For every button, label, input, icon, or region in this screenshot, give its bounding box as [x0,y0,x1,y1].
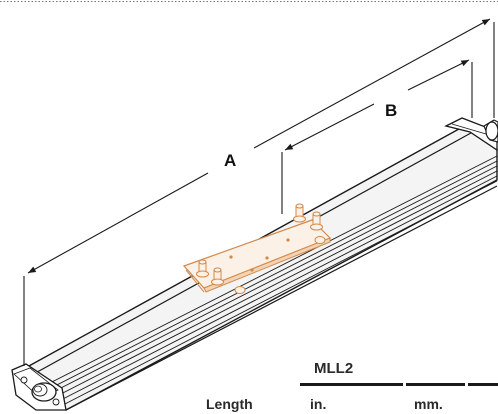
dimension-line [407,59,470,91]
cable-gland-icon [483,119,498,143]
mounting-stud-icon [211,267,224,286]
cable-gland-icon [31,382,57,402]
dimension-line [284,103,375,151]
housing-lower-edge [65,185,498,411]
dimension-a: A [23,18,495,366]
extrusion-fins [43,155,498,406]
dimension-b: B [281,59,473,214]
table-title: MLL2 [314,360,354,377]
table-col-mm: mm. [414,396,443,412]
dimension-line [253,18,491,149]
table-header-rule [300,383,498,386]
mounting-stud-icon [314,236,326,244]
mounting-stud-icon [196,259,209,278]
mounting-stud-icon [293,203,306,223]
dimension-b-label: B [385,101,397,120]
table-row-label: Length [206,396,253,412]
dimension-line [27,172,209,274]
dimension-a-label: A [224,151,236,170]
mounting-stud-icon [310,211,323,231]
mounting-stud-icon [234,286,246,294]
table-col-in: in. [310,396,327,412]
